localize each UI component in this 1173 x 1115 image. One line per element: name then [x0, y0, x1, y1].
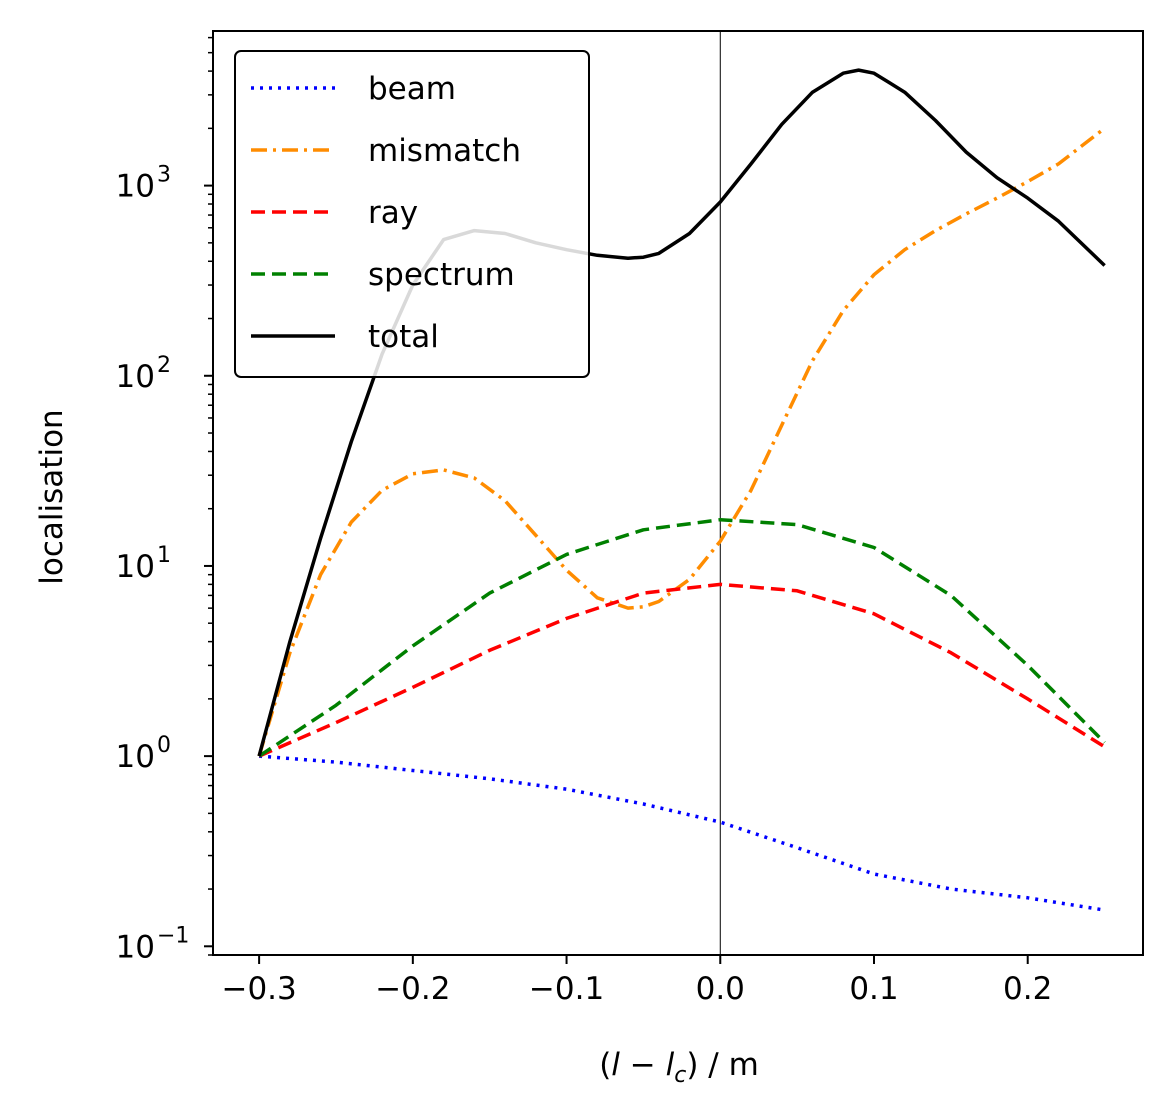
series-line-ray: [258, 582, 1106, 758]
x-tick-label: 0.2: [1003, 971, 1052, 1007]
series-line-spectrum: [258, 517, 1106, 758]
y-tick-exponent: 3: [157, 163, 171, 188]
y-tick-label: 10: [116, 169, 155, 205]
legend: beam mismatch ray spectrum total: [234, 50, 590, 378]
x-tick-label: −0.2: [375, 971, 450, 1007]
legend-label-beam: beam: [368, 71, 456, 107]
legend-label-ray: ray: [368, 195, 418, 231]
x-axis-label: (l − lc) / m: [599, 1047, 759, 1088]
y-tick-label: 10: [116, 929, 155, 965]
legend-label-total: total: [368, 319, 439, 355]
y-tick-label: 10: [116, 359, 155, 395]
series-line-beam: [258, 754, 1105, 912]
y-tick-exponent: 0: [157, 733, 171, 758]
legend-label-spectrum: spectrum: [368, 257, 515, 293]
x-tick-label: 0.1: [849, 971, 898, 1007]
x-tick-label: −0.3: [221, 971, 296, 1007]
x-tick-label: −0.1: [529, 971, 604, 1007]
y-tick-exponent: −1: [157, 923, 189, 948]
y-tick-label: 10: [116, 739, 155, 775]
y-axis-label: localisation: [34, 409, 70, 584]
plot-frame: [212, 30, 1144, 956]
legend-label-mismatch: mismatch: [368, 133, 521, 169]
y-tick-label: 10: [116, 549, 155, 585]
y-tick-exponent: 1: [157, 543, 171, 568]
y-tick-exponent: 2: [157, 353, 171, 378]
series-line-mismatch: [257, 126, 1106, 757]
legend-box: [234, 50, 590, 378]
x-tick-label: 0.0: [696, 971, 745, 1007]
